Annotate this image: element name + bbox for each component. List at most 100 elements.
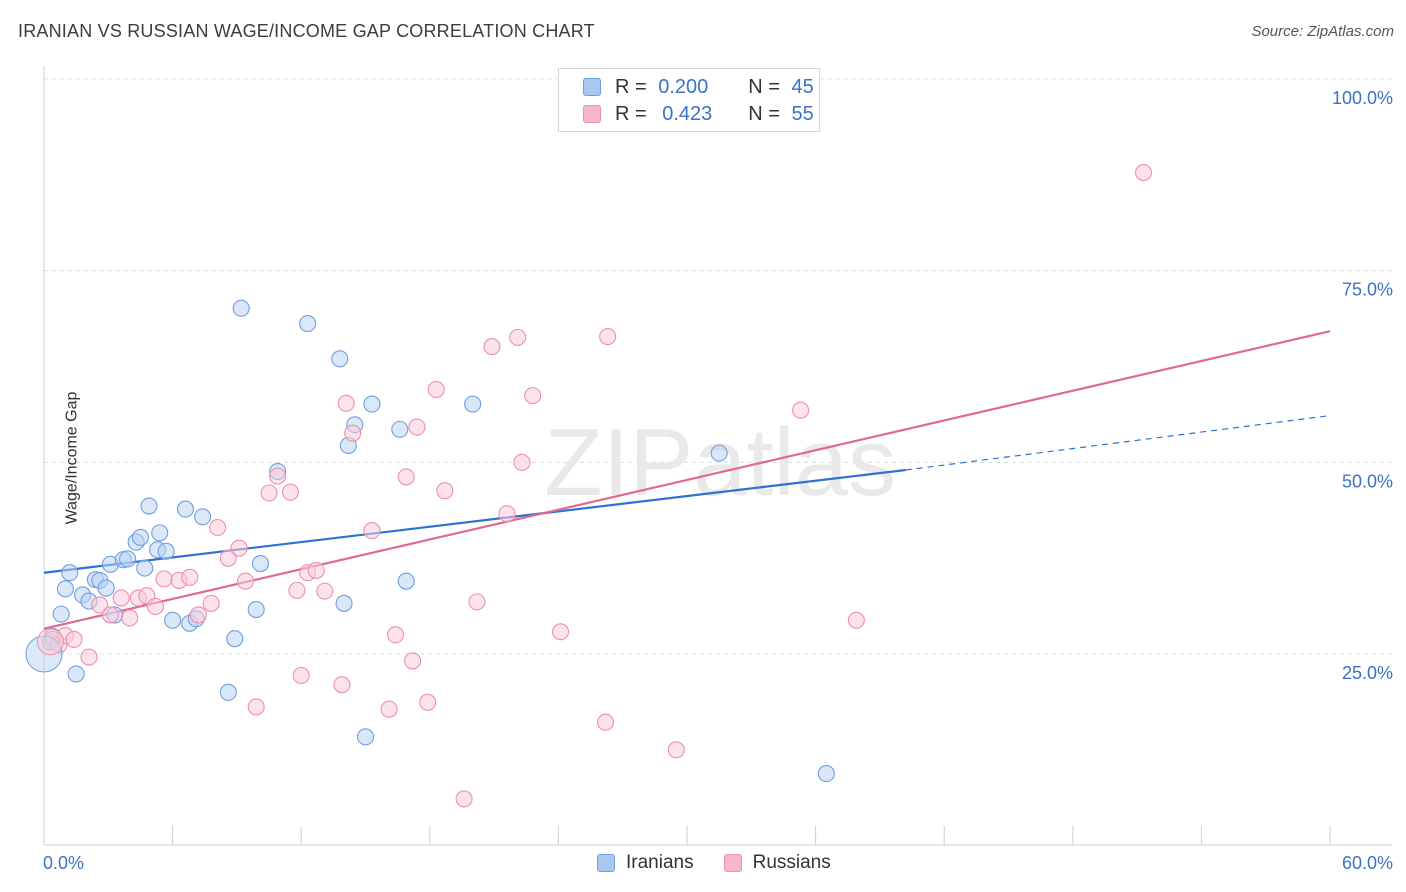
r-label: R = — [615, 102, 647, 125]
data-point-russians — [219, 549, 237, 567]
data-point-iranians — [136, 559, 154, 577]
data-point-russians — [281, 483, 300, 501]
data-point-iranians — [219, 683, 237, 701]
data-point-russians — [551, 623, 570, 641]
data-point-russians — [667, 741, 685, 759]
data-point-russians — [101, 606, 119, 624]
data-point-russians — [427, 380, 445, 399]
legend-item-iranians[interactable]: Iranians — [597, 852, 694, 874]
data-point-russians — [202, 594, 220, 612]
legend-row-russians: R = 0.423 N = 55 — [583, 102, 814, 126]
data-point-russians — [524, 387, 542, 405]
data-point-russians — [792, 401, 810, 419]
r-value: 0.200 — [658, 75, 709, 98]
legend-label-iranians: Iranians — [626, 852, 694, 873]
legend-row-iranians: R = 0.200 N = 45 — [583, 75, 814, 99]
data-point-russians — [292, 666, 310, 685]
legend-swatch-russians — [723, 854, 742, 872]
data-point-russians — [498, 505, 516, 523]
data-point-iranians — [151, 524, 169, 542]
data-point-russians — [65, 630, 83, 648]
trend-line-iranians — [43, 468, 906, 574]
data-points — [25, 163, 1153, 808]
data-point-russians — [288, 581, 306, 599]
x-tick-label: 0.0% — [43, 853, 84, 873]
data-point-russians — [468, 593, 486, 611]
y-axis-label: Wage/Income Gap — [63, 391, 81, 525]
data-point-iranians — [335, 594, 353, 612]
trend-extension-iranians — [905, 414, 1331, 471]
data-point-russians — [209, 518, 227, 537]
data-point-iranians — [232, 299, 250, 317]
data-point-iranians — [817, 765, 835, 783]
source-label: Source: ZipAtlas.com — [1251, 23, 1394, 40]
data-point-russians — [247, 698, 265, 716]
data-point-russians — [436, 482, 454, 500]
data-point-iranians — [67, 665, 85, 683]
y-tick-label: 100.0% — [1332, 88, 1393, 108]
data-point-russians — [386, 626, 405, 644]
data-point-russians — [236, 572, 255, 590]
data-point-russians — [404, 652, 422, 670]
data-point-iranians — [131, 528, 149, 547]
n-label: N = — [748, 75, 780, 98]
y-tick-label: 50.0% — [1342, 471, 1393, 491]
data-point-russians — [344, 424, 362, 442]
grid-lines — [44, 78, 1392, 655]
y-tick-label: 75.0% — [1342, 280, 1393, 300]
data-point-iranians — [119, 550, 137, 568]
data-point-russians — [513, 453, 531, 471]
data-point-russians — [316, 582, 334, 600]
data-point-russians — [599, 328, 617, 346]
data-point-iranians — [710, 444, 728, 462]
data-point-iranians — [356, 728, 375, 746]
data-point-iranians — [391, 420, 409, 438]
data-point-russians — [146, 597, 165, 616]
data-point-russians — [333, 676, 351, 694]
data-point-iranians — [97, 579, 115, 597]
n-value: 55 — [791, 102, 814, 125]
data-point-iranians — [226, 630, 244, 648]
data-point-russians — [597, 713, 615, 731]
data-point-iranians — [331, 350, 349, 368]
r-label: R = — [615, 75, 647, 98]
data-point-iranians — [56, 580, 74, 598]
data-point-iranians — [61, 564, 79, 582]
data-point-cluster-russians — [36, 628, 64, 656]
data-point-russians — [189, 606, 207, 624]
data-point-russians — [91, 596, 109, 614]
data-point-iranians — [363, 395, 381, 413]
data-point-russians — [419, 693, 437, 711]
r-value: 0.423 — [662, 102, 713, 125]
data-point-iranians — [299, 315, 317, 333]
data-point-iranians — [251, 554, 270, 573]
legend-item-russians[interactable]: Russians — [723, 852, 831, 874]
legend-label-russians: Russians — [752, 852, 831, 873]
watermark: ZIPatlas — [544, 409, 896, 516]
data-point-russians — [337, 394, 355, 412]
data-point-iranians — [176, 500, 195, 518]
n-value: 45 — [791, 75, 814, 98]
data-point-iranians — [52, 605, 70, 623]
data-point-russians — [455, 790, 473, 808]
data-point-russians — [121, 609, 139, 627]
series-legend: Iranians Russians — [597, 852, 861, 874]
chart-title: IRANIAN VS RUSSIAN WAGE/INCOME GAP CORRE… — [18, 21, 595, 41]
data-point-iranians — [140, 497, 158, 515]
data-point-russians — [380, 700, 398, 718]
legend-swatch-russians — [583, 105, 601, 123]
data-point-iranians — [157, 542, 175, 560]
legend-swatch-iranians — [583, 78, 601, 96]
data-point-iranians — [397, 572, 415, 590]
data-point-russians — [112, 589, 130, 607]
data-point-iranians — [247, 600, 265, 619]
data-point-russians — [408, 418, 426, 436]
axes — [43, 66, 1392, 846]
data-point-russians — [509, 328, 527, 346]
trend-line-russians — [43, 330, 1331, 630]
data-point-russians — [80, 648, 98, 666]
x-tick-label: 60.0% — [1342, 853, 1393, 873]
data-point-iranians — [464, 395, 482, 413]
data-point-iranians — [194, 508, 212, 526]
